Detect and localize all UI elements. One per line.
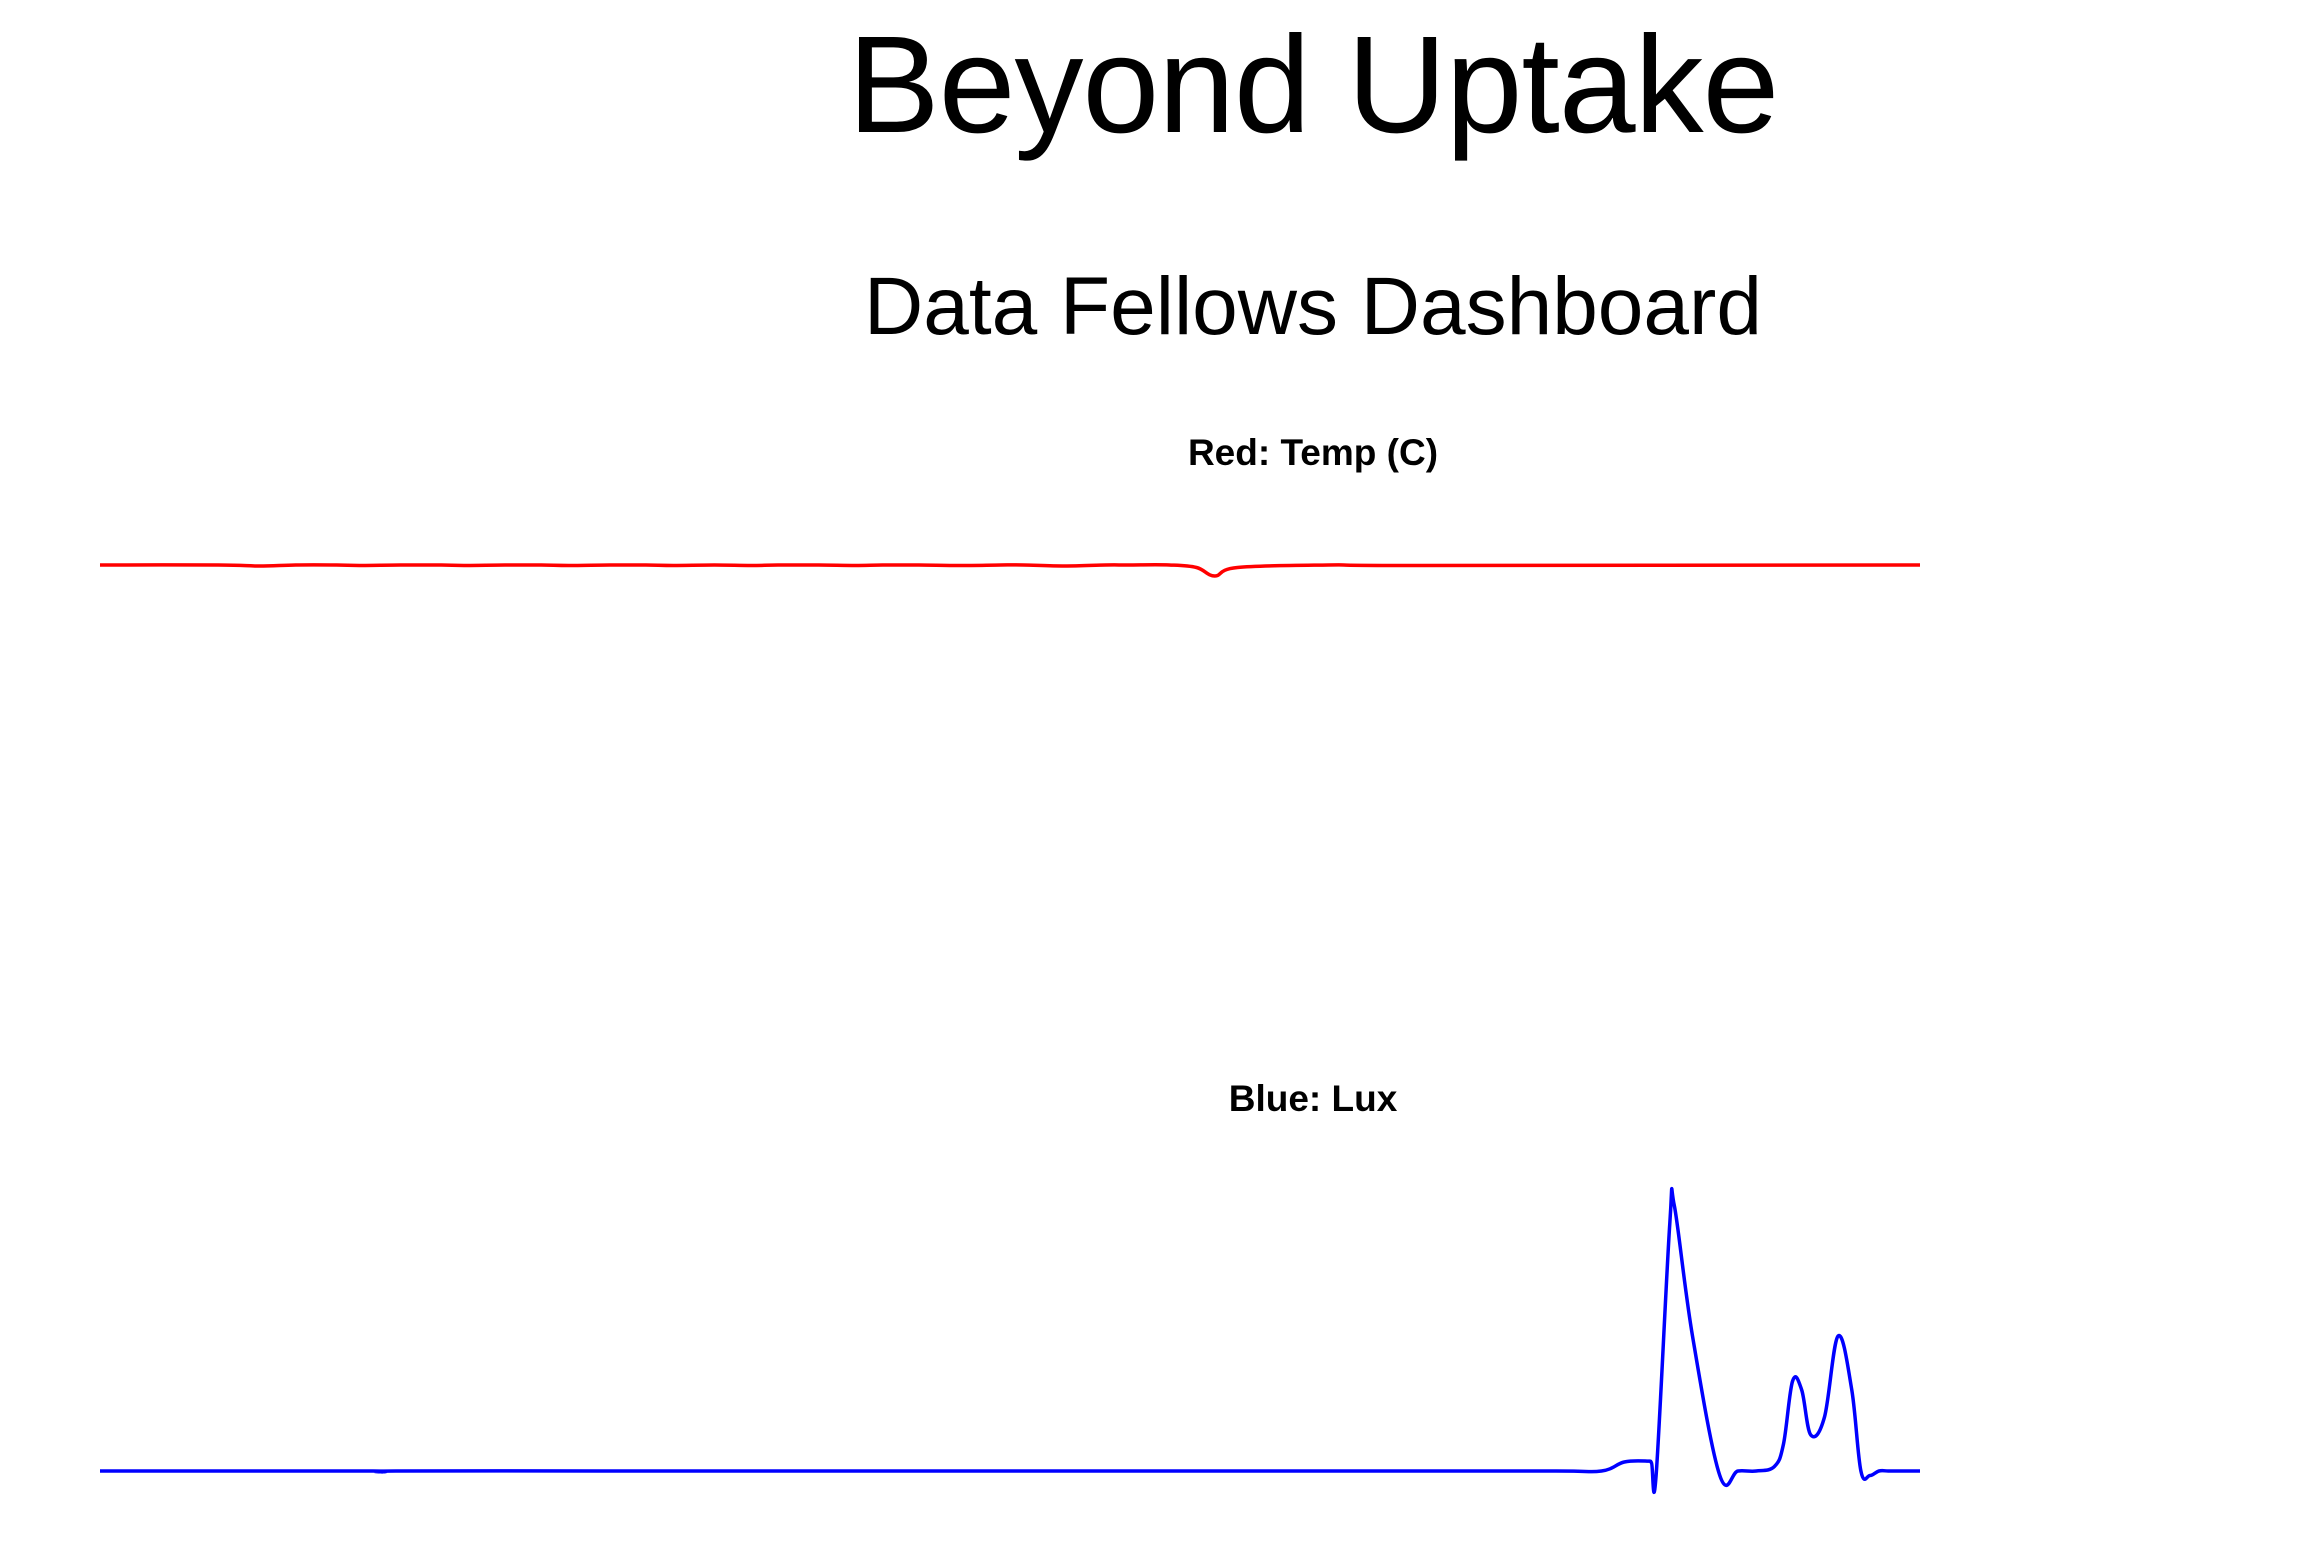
temp-series-line	[99, 563, 1921, 578]
page-title: Beyond Uptake	[847, 8, 1780, 162]
page-subtitle: Data Fellows Dashboard	[864, 261, 1762, 352]
lux-series-line	[99, 1186, 1920, 1495]
lux-chart-title: Blue: Lux	[1228, 1078, 1398, 1119]
temp-chart-title: Red: Temp (C)	[1187, 432, 1439, 473]
